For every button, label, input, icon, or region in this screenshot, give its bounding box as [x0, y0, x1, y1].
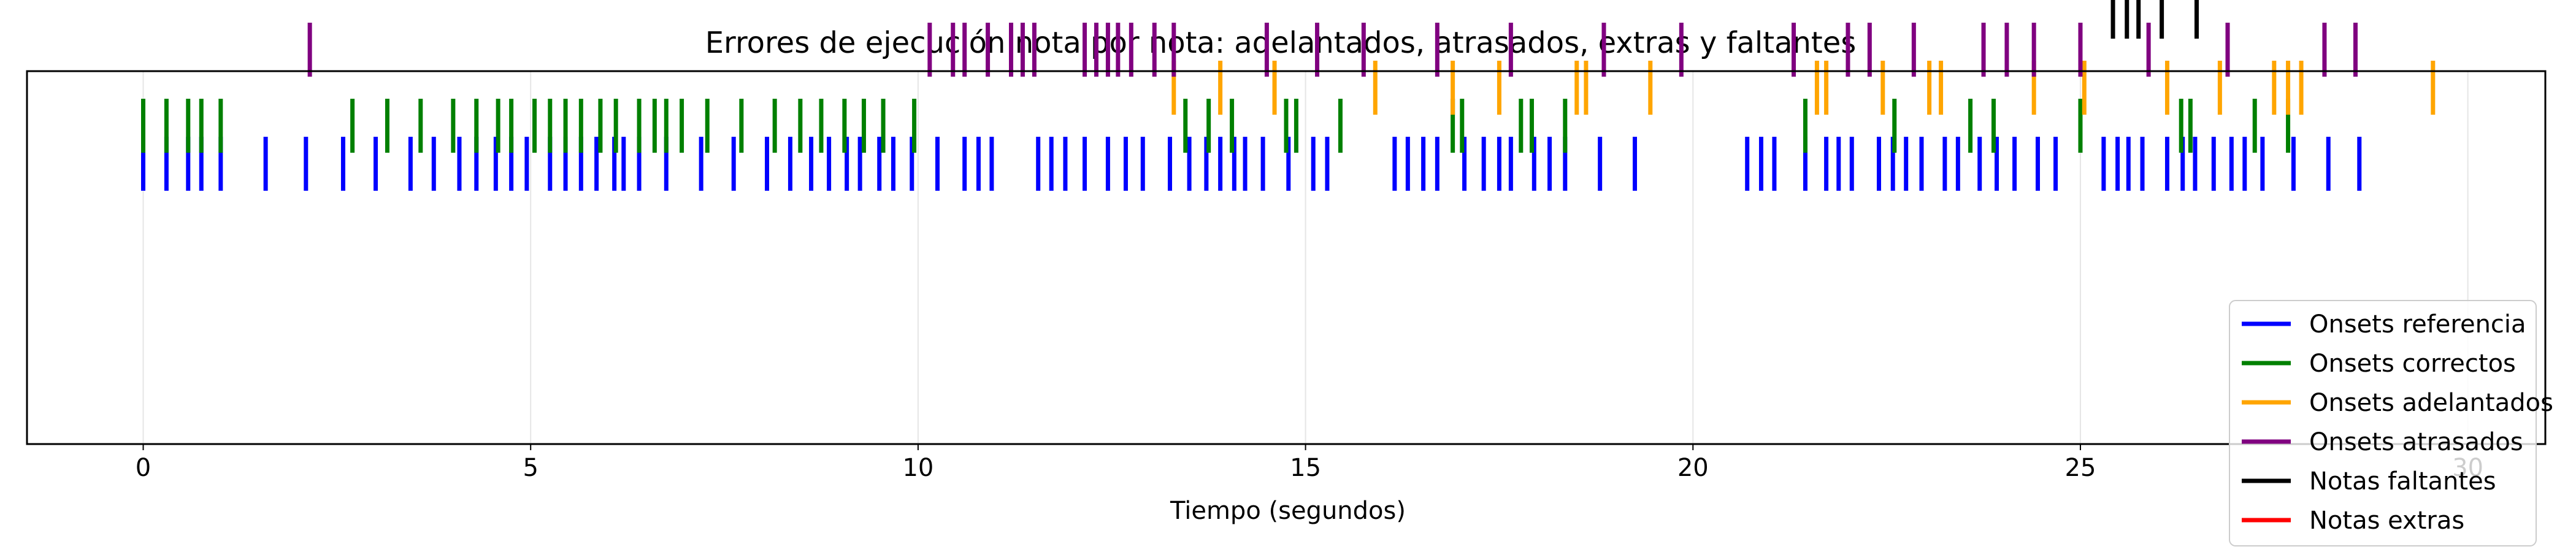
- x-tick-label: 20: [1677, 454, 1709, 482]
- grid-lines: [142, 71, 2469, 444]
- plot-frame: [26, 70, 2547, 445]
- legend-label: Onsets adelantados: [2309, 389, 2553, 417]
- series-notas-faltantes: [2110, 0, 2199, 39]
- series-onsets-correctos: [141, 99, 2291, 153]
- x-axis-label: Tiempo (segundos): [1170, 497, 1406, 525]
- x-axis: 051015202530: [136, 444, 2483, 482]
- event-marks: [141, 0, 2436, 191]
- legend-label: Notas extras: [2309, 507, 2464, 535]
- legend: Onsets referencia Onsets correctos Onsets …: [2229, 300, 2553, 546]
- series-onsets-atrasados: [307, 23, 2358, 77]
- x-tick-label: 10: [902, 454, 933, 482]
- legend-label: Notas faltantes: [2309, 467, 2496, 496]
- x-tick-label: 0: [136, 454, 151, 482]
- legend-label: Onsets correctos: [2309, 350, 2516, 378]
- series-onsets-adelantados: [1171, 61, 2436, 115]
- x-tick-label: 5: [523, 454, 538, 482]
- legend-label: Onsets referencia: [2309, 310, 2526, 339]
- x-tick-label: 15: [1290, 454, 1321, 482]
- x-tick-label: 25: [2065, 454, 2096, 482]
- chart-title: Errores de ejecución nota por nota: adel…: [705, 26, 1857, 60]
- legend-label: Onsets atrasados: [2309, 428, 2523, 456]
- legend-box: [2229, 300, 2537, 546]
